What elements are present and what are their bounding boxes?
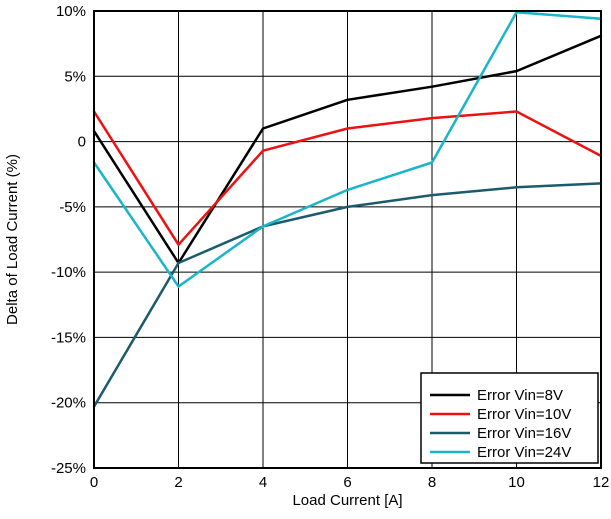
legend-entry-label: Error Vin=24V [477,444,571,461]
y-tick-label: -25% [51,460,86,477]
legend: Error Vin=8V Error Vin=10V Error Vin=16V Er… [420,372,599,464]
data-point [430,161,434,164]
x-tick-label: 6 [343,474,351,491]
x-tick-label: 0 [90,474,98,491]
plot-frame [93,10,602,469]
y-tick-label: 5% [64,68,86,85]
x-tick-label: 8 [428,474,436,491]
data-point [515,186,518,189]
data-point [430,193,434,197]
data-point [346,188,349,192]
x-tick-label: 10 [508,474,525,491]
legend-entry-label: Error Vin=16V [477,425,571,442]
data-point [177,243,180,246]
data-point [177,261,180,265]
y-tick-label: -20% [51,395,86,412]
data-point [515,110,518,113]
y-tick-label: 10% [56,3,86,20]
data-point [346,127,349,130]
data-point [346,205,349,209]
y-tick-label: -5% [59,199,86,216]
y-axis-title: Delta of Load Current (%) [4,154,21,325]
y-tick-label: 0 [78,134,86,151]
y-tick-label: -15% [51,329,86,346]
data-point [430,116,434,120]
y-axis-ticks: 10% 5% 0 -5% -10% -15% -20% -25% [51,3,86,477]
data-point [261,127,265,130]
legend-entry-label: Error Vin=10V [477,406,571,423]
legend-box [420,372,599,464]
data-point [261,149,265,152]
data-point [177,285,180,288]
x-axis-ticks: 0 2 4 6 8 10 12 [90,474,610,491]
data-point [430,85,434,88]
y-tick-label: -10% [51,264,86,281]
data-point [346,98,349,101]
legend-entry-label: Error Vin=8V [477,387,563,404]
data-point [261,225,265,228]
series-lines [92,11,603,408]
x-tick-label: 2 [174,474,182,491]
x-axis-title: Load Current [A] [292,492,402,509]
x-tick-label: 12 [593,474,610,491]
data-point [515,69,518,73]
x-tick-label: 4 [259,474,267,491]
